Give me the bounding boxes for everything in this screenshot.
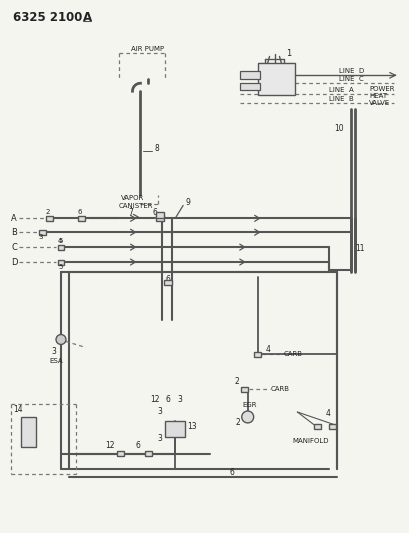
Text: 4: 4 bbox=[58, 238, 62, 244]
Bar bbox=[165, 421, 185, 437]
Bar bbox=[78, 216, 85, 221]
Bar bbox=[257, 63, 294, 95]
Text: 3: 3 bbox=[177, 394, 182, 403]
Text: 2: 2 bbox=[45, 209, 49, 215]
Text: 6: 6 bbox=[165, 394, 170, 403]
Text: 5: 5 bbox=[58, 264, 62, 270]
Bar bbox=[57, 245, 64, 249]
Text: 2: 2 bbox=[235, 418, 240, 427]
Bar bbox=[254, 352, 261, 357]
Text: LINE  B: LINE B bbox=[328, 96, 353, 102]
Text: 7: 7 bbox=[128, 208, 133, 217]
Text: 3: 3 bbox=[38, 234, 43, 240]
Bar bbox=[156, 212, 164, 219]
Bar bbox=[328, 424, 335, 430]
Text: ESA: ESA bbox=[49, 358, 63, 365]
Text: 3: 3 bbox=[157, 407, 162, 416]
Text: LINE  C: LINE C bbox=[338, 76, 363, 82]
Text: 5: 5 bbox=[58, 238, 62, 244]
Bar bbox=[240, 386, 247, 392]
Bar bbox=[313, 424, 320, 430]
Text: 12: 12 bbox=[150, 394, 160, 403]
Text: EGR: EGR bbox=[242, 402, 256, 408]
Text: B: B bbox=[11, 228, 17, 237]
Text: 6325 2100: 6325 2100 bbox=[13, 11, 83, 24]
Circle shape bbox=[241, 411, 253, 423]
Bar bbox=[57, 260, 64, 264]
Text: HEAT: HEAT bbox=[368, 93, 386, 99]
Text: A: A bbox=[11, 214, 17, 223]
Text: 8: 8 bbox=[154, 144, 159, 154]
Text: AIR PUMP: AIR PUMP bbox=[130, 46, 163, 52]
Text: 6: 6 bbox=[152, 208, 157, 217]
Bar bbox=[164, 280, 172, 285]
Text: 4: 4 bbox=[324, 408, 329, 417]
Text: 10: 10 bbox=[333, 124, 343, 133]
Text: CANISTER: CANISTER bbox=[118, 204, 153, 209]
Text: D: D bbox=[11, 257, 18, 266]
Text: VALVE: VALVE bbox=[368, 100, 389, 106]
Text: 12: 12 bbox=[106, 441, 115, 450]
Text: 6: 6 bbox=[135, 441, 140, 450]
Text: 4: 4 bbox=[265, 345, 270, 354]
Text: 14: 14 bbox=[13, 405, 23, 414]
Text: POWER: POWER bbox=[368, 86, 393, 92]
Bar bbox=[156, 215, 164, 221]
Bar bbox=[239, 83, 259, 90]
Text: CARB: CARB bbox=[270, 386, 289, 392]
Bar bbox=[21, 417, 36, 447]
Bar bbox=[239, 71, 259, 79]
Bar bbox=[38, 230, 45, 235]
Text: 11: 11 bbox=[354, 244, 364, 253]
Text: MANIFOLD: MANIFOLD bbox=[292, 438, 328, 444]
Text: 6: 6 bbox=[165, 276, 170, 285]
Text: 13: 13 bbox=[187, 423, 196, 431]
Text: VAPOR: VAPOR bbox=[120, 196, 144, 201]
Text: 2: 2 bbox=[234, 377, 239, 386]
Text: LINE  A: LINE A bbox=[328, 87, 353, 93]
Text: CARB: CARB bbox=[283, 351, 302, 358]
Text: 3: 3 bbox=[51, 347, 56, 356]
Bar bbox=[117, 451, 124, 456]
Text: 6: 6 bbox=[78, 209, 82, 215]
Text: 1: 1 bbox=[286, 49, 291, 58]
Text: C: C bbox=[11, 243, 17, 252]
Text: A: A bbox=[83, 11, 92, 24]
Circle shape bbox=[56, 335, 66, 344]
Text: LINE  D: LINE D bbox=[338, 68, 364, 74]
Bar bbox=[144, 451, 151, 456]
Bar bbox=[45, 216, 52, 221]
Text: 6: 6 bbox=[229, 468, 234, 477]
Text: 3: 3 bbox=[157, 434, 162, 443]
Text: 9: 9 bbox=[185, 198, 189, 207]
